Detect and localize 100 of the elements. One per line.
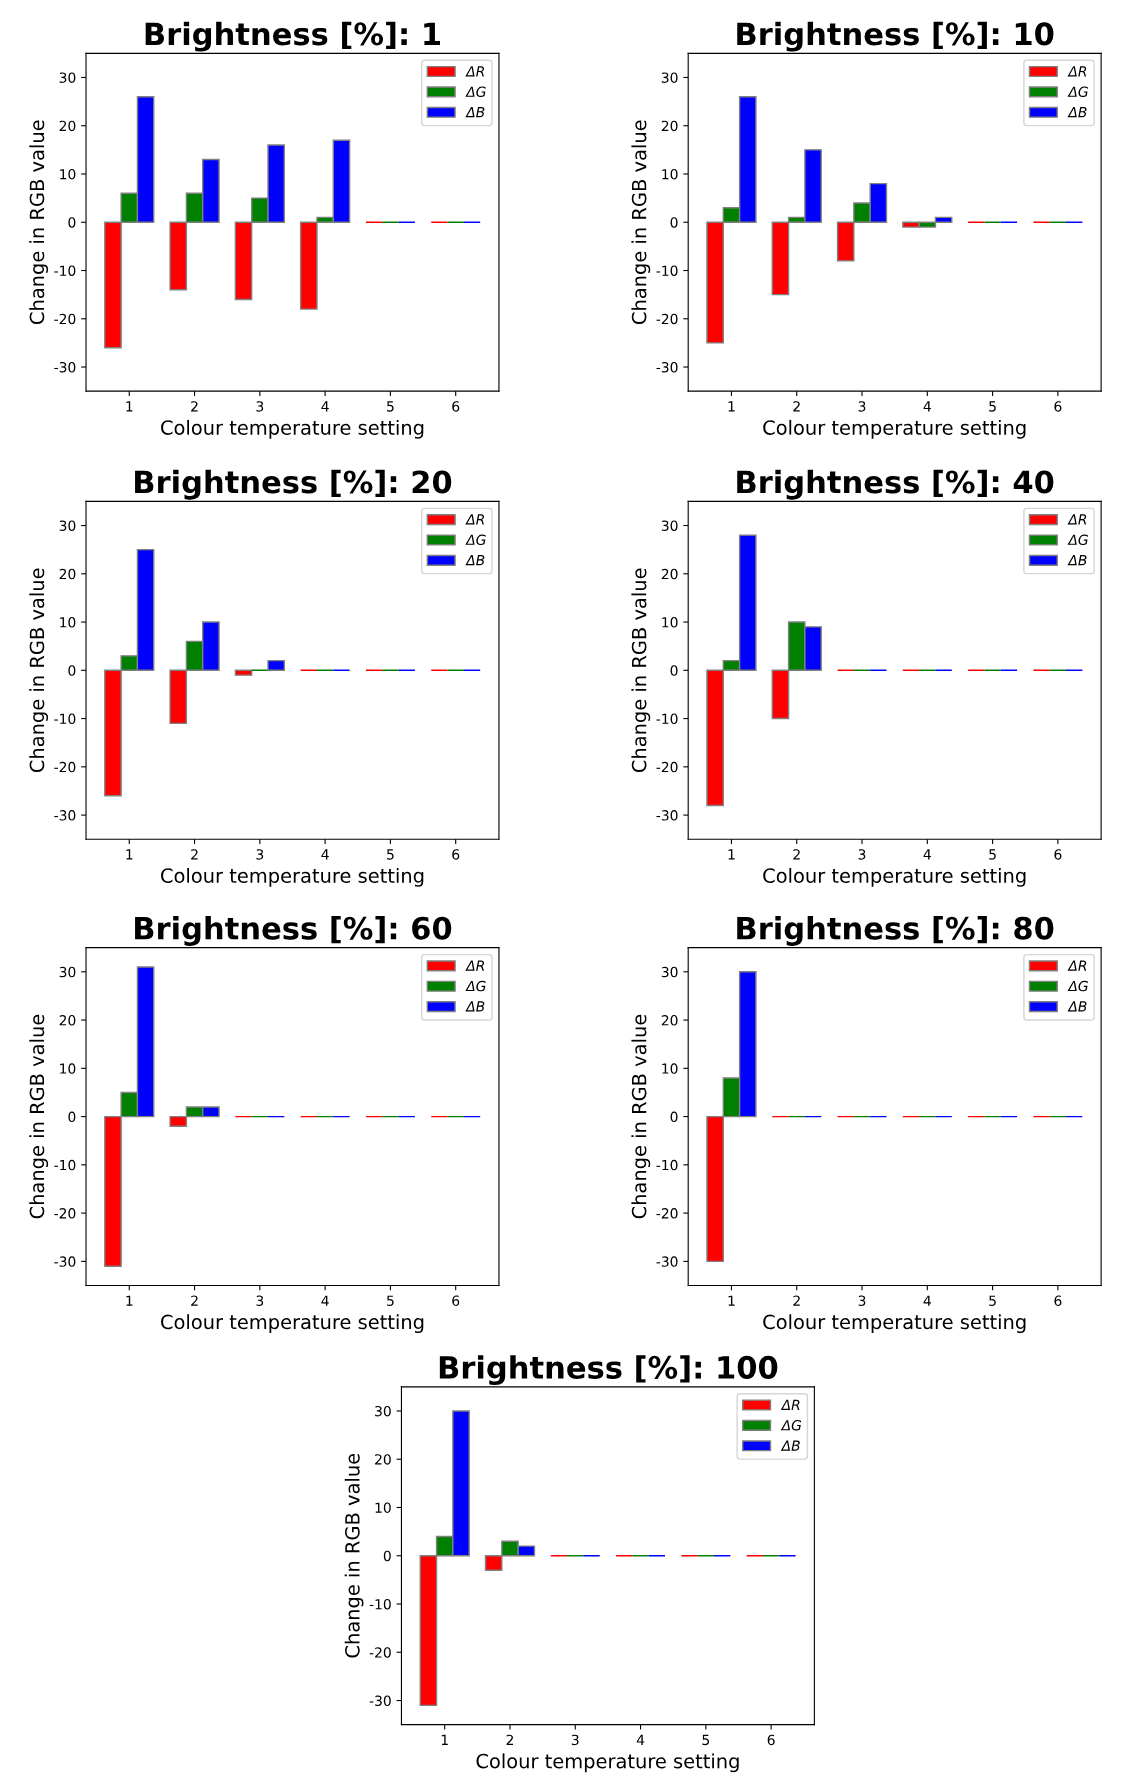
y-tick-label: -20 bbox=[369, 1647, 391, 1658]
y-tick-label: -20 bbox=[54, 1208, 76, 1219]
x-tick-label: 4 bbox=[321, 401, 329, 412]
x-axis-title: Colour temperature setting bbox=[161, 419, 424, 439]
chart-title: Brightness [%]: 80 bbox=[737, 916, 1054, 946]
y-tick-label: -30 bbox=[656, 362, 678, 373]
legend-label: ΔB bbox=[780, 1440, 800, 1451]
x-tick-label: 1 bbox=[126, 1295, 133, 1306]
bar bbox=[267, 659, 286, 672]
legend-label: ΔR bbox=[465, 960, 485, 971]
x-tick-label: 1 bbox=[728, 1295, 735, 1306]
y-tick-label: 0 bbox=[68, 1111, 76, 1123]
x-tick-label: 2 bbox=[793, 1295, 800, 1306]
y-tick-label: -20 bbox=[54, 761, 76, 773]
x-tick-label: 3 bbox=[256, 401, 264, 412]
y-tick-label: -30 bbox=[656, 1256, 678, 1267]
y-tick-label: 10 bbox=[662, 168, 678, 180]
chart-title: Brightness [%]: 100 bbox=[439, 1355, 778, 1386]
legend-label: ΔB bbox=[465, 107, 485, 118]
x-tick-label: 6 bbox=[767, 1734, 775, 1746]
x-tick-label: 5 bbox=[387, 849, 394, 860]
y-axis-title: Change in RGB value bbox=[631, 568, 651, 773]
x-tick-label: 6 bbox=[1054, 849, 1062, 860]
legend-label: ΔB bbox=[1067, 555, 1087, 566]
x-tick-label: 4 bbox=[321, 849, 329, 860]
x-tick-label: 4 bbox=[321, 1295, 329, 1306]
y-axis-title: Change in RGB value bbox=[29, 120, 49, 325]
legend-label: ΔB bbox=[1067, 1001, 1087, 1012]
legend-label: ΔG bbox=[1067, 534, 1088, 546]
x-tick-label: 2 bbox=[191, 1295, 198, 1306]
y-tick-label: 0 bbox=[68, 665, 76, 676]
y-tick-label: 20 bbox=[661, 568, 678, 580]
legend-label: ΔB bbox=[465, 1001, 485, 1012]
y-tick-label: 10 bbox=[662, 1063, 678, 1074]
x-tick-label: 4 bbox=[923, 1295, 931, 1306]
chart-title: Brightness [%]: 20 bbox=[135, 469, 452, 500]
y-tick-label: -30 bbox=[656, 810, 678, 821]
x-tick-label: 1 bbox=[441, 1734, 448, 1745]
y-tick-label: 10 bbox=[60, 617, 76, 628]
y-tick-label: 10 bbox=[60, 1063, 76, 1074]
y-tick-label: -20 bbox=[656, 1208, 678, 1219]
x-tick-label: 1 bbox=[728, 849, 735, 860]
chart-title: Brightness [%]: 40 bbox=[737, 469, 1054, 500]
y-tick-label: 30 bbox=[375, 1405, 391, 1417]
x-tick-label: 5 bbox=[989, 1295, 996, 1306]
x-axis-title: Colour temperature setting bbox=[763, 867, 1026, 887]
y-tick-label: -10 bbox=[54, 265, 76, 276]
x-tick-label: 3 bbox=[858, 849, 866, 860]
x-axis-title: Colour temperature setting bbox=[763, 419, 1026, 439]
y-tick-label: 20 bbox=[59, 120, 76, 132]
y-tick-label: 20 bbox=[661, 1015, 678, 1026]
legend-label: ΔB bbox=[1067, 107, 1087, 118]
x-tick-label: 6 bbox=[1054, 401, 1062, 412]
y-tick-label: 10 bbox=[60, 168, 76, 180]
x-tick-label: 6 bbox=[1054, 1295, 1062, 1306]
y-tick-label: -10 bbox=[54, 713, 76, 725]
x-tick-label: 5 bbox=[387, 1295, 394, 1306]
y-tick-label: -30 bbox=[369, 1695, 391, 1706]
x-tick-label: 1 bbox=[126, 849, 133, 860]
legend-label: ΔB bbox=[465, 555, 485, 566]
x-tick-label: 5 bbox=[387, 401, 394, 412]
x-tick-label: 2 bbox=[506, 1734, 514, 1745]
legend-label: ΔR bbox=[1067, 514, 1087, 525]
legend-label: ΔG bbox=[465, 86, 486, 97]
y-tick-label: 30 bbox=[661, 520, 678, 531]
y-tick-label: 20 bbox=[661, 120, 678, 132]
y-tick-label: -30 bbox=[54, 362, 76, 373]
chart-title: Brightness [%]: 10 bbox=[737, 21, 1054, 52]
y-tick-label: -20 bbox=[54, 313, 76, 325]
x-tick-label: 1 bbox=[728, 401, 735, 412]
y-tick-label: 30 bbox=[59, 72, 76, 83]
x-tick-label: 2 bbox=[191, 849, 198, 860]
y-axis-title: Change in RGB value bbox=[344, 1453, 364, 1658]
legend-label: ΔR bbox=[465, 514, 485, 525]
x-axis-title: Colour temperature setting bbox=[763, 1314, 1026, 1334]
y-tick-label: 20 bbox=[59, 568, 76, 580]
x-tick-label: 4 bbox=[923, 849, 931, 860]
y-axis-title: Change in RGB value bbox=[631, 1014, 651, 1219]
x-tick-label: 4 bbox=[636, 1734, 645, 1745]
legend-label: ΔG bbox=[465, 980, 486, 992]
y-tick-label: 20 bbox=[375, 1454, 391, 1465]
y-axis-title: Change in RGB value bbox=[29, 568, 49, 773]
y-tick-label: -10 bbox=[656, 713, 678, 725]
chart-title: Brightness [%]: 60 bbox=[135, 916, 452, 946]
y-tick-label: -10 bbox=[369, 1598, 391, 1610]
x-tick-label: 4 bbox=[923, 401, 931, 412]
legend-label: ΔG bbox=[1067, 86, 1088, 97]
y-tick-label: -30 bbox=[54, 1256, 76, 1267]
x-tick-label: 3 bbox=[858, 401, 866, 412]
x-tick-label: 1 bbox=[126, 401, 133, 412]
y-tick-label: 30 bbox=[59, 966, 76, 978]
chart-title: Brightness [%]: 1 bbox=[145, 21, 440, 52]
y-tick-label: -10 bbox=[54, 1159, 76, 1171]
y-tick-label: 30 bbox=[59, 520, 76, 531]
y-tick-label: -10 bbox=[656, 265, 678, 276]
x-tick-label: 6 bbox=[452, 1295, 460, 1306]
y-tick-label: 30 bbox=[661, 966, 678, 978]
y-tick-label: -10 bbox=[656, 1159, 678, 1171]
y-tick-label: -30 bbox=[54, 810, 76, 821]
y-tick-label: 0 bbox=[670, 665, 678, 676]
